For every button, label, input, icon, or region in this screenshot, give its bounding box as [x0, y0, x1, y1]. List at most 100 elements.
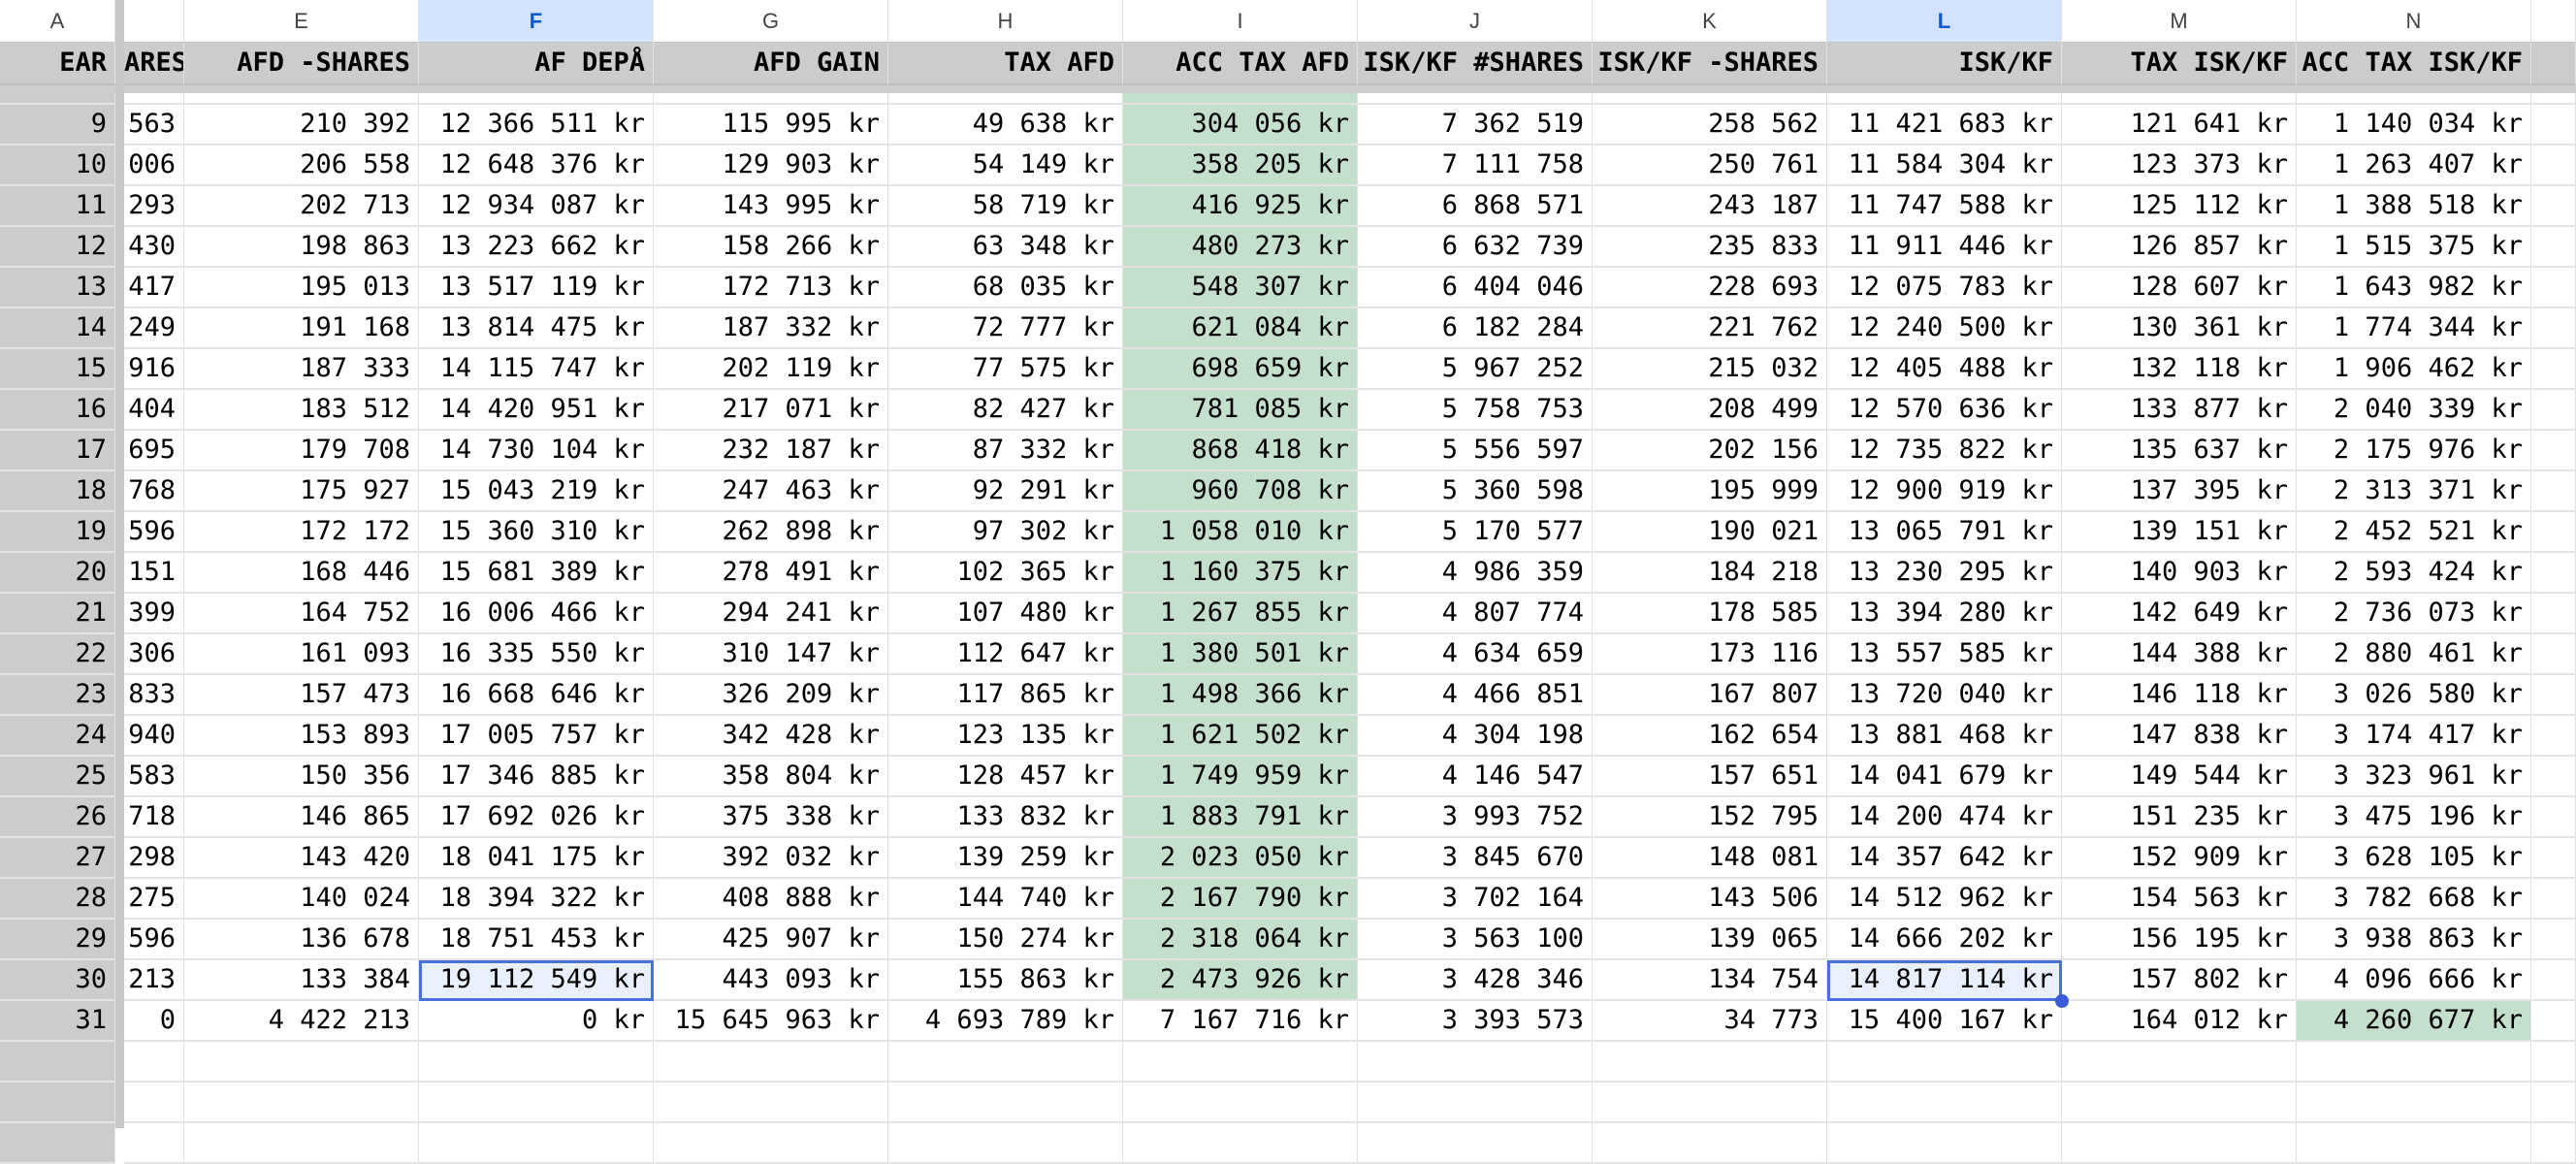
cell-d21[interactable]: 399: [124, 594, 184, 634]
cell-f31[interactable]: 0 kr: [419, 1001, 654, 1042]
cell-h16[interactable]: 82 427 kr: [888, 390, 1123, 431]
cell-k9[interactable]: 258 562: [1593, 105, 1827, 146]
cell-n22[interactable]: 2 880 461 kr: [2297, 634, 2531, 675]
cell-k13[interactable]: 228 693: [1593, 268, 1827, 308]
empty-cell[interactable]: [1827, 1123, 2062, 1164]
year-cell[interactable]: 15: [0, 349, 115, 390]
cell-f21[interactable]: 16 006 466 kr: [419, 594, 654, 634]
cell-h17[interactable]: 87 332 kr: [888, 431, 1123, 471]
partial-row-cell[interactable]: [2531, 93, 2576, 105]
header-cell-a[interactable]: EAR: [0, 43, 115, 85]
cell-i19[interactable]: 1 058 010 kr: [1123, 512, 1358, 553]
cell-n24[interactable]: 3 174 417 kr: [2297, 716, 2531, 757]
cell-g15[interactable]: 202 119 kr: [654, 349, 888, 390]
empty-cell[interactable]: [1123, 1083, 1358, 1123]
cell-m23[interactable]: 146 118 kr: [2062, 675, 2297, 716]
header-cell-o[interactable]: [2531, 43, 2576, 85]
cell-j28[interactable]: 3 702 164: [1358, 879, 1593, 920]
cell-i26[interactable]: 1 883 791 kr: [1123, 797, 1358, 838]
cell-f23[interactable]: 16 668 646 kr: [419, 675, 654, 716]
cell-n20[interactable]: 2 593 424 kr: [2297, 553, 2531, 594]
cell-j22[interactable]: 4 634 659: [1358, 634, 1593, 675]
cell-f20[interactable]: 15 681 389 kr: [419, 553, 654, 594]
cell-d23[interactable]: 833: [124, 675, 184, 716]
cell-k26[interactable]: 152 795: [1593, 797, 1827, 838]
cell-d31[interactable]: 0: [124, 1001, 184, 1042]
cell-k17[interactable]: 202 156: [1593, 431, 1827, 471]
cell-k31[interactable]: 34 773: [1593, 1001, 1827, 1042]
cell-g11[interactable]: 143 995 kr: [654, 186, 888, 227]
cell-f11[interactable]: 12 934 087 kr: [419, 186, 654, 227]
empty-cell[interactable]: [2297, 1083, 2531, 1123]
cell-l22[interactable]: 13 557 585 kr: [1827, 634, 2062, 675]
cell-m25[interactable]: 149 544 kr: [2062, 757, 2297, 797]
cell-l12[interactable]: 11 911 446 kr: [1827, 227, 2062, 268]
cell-m18[interactable]: 137 395 kr: [2062, 471, 2297, 512]
cell-g22[interactable]: 310 147 kr: [654, 634, 888, 675]
empty-cell[interactable]: [2297, 1042, 2531, 1083]
cell-o24[interactable]: [2531, 716, 2576, 757]
cell-k30[interactable]: 134 754: [1593, 960, 1827, 1001]
empty-cell[interactable]: [2531, 1083, 2576, 1123]
empty-cell[interactable]: [2062, 1083, 2297, 1123]
cell-o12[interactable]: [2531, 227, 2576, 268]
year-cell[interactable]: 28: [0, 879, 115, 920]
cell-k28[interactable]: 143 506: [1593, 879, 1827, 920]
cell-h29[interactable]: 150 274 kr: [888, 920, 1123, 960]
cell-m29[interactable]: 156 195 kr: [2062, 920, 2297, 960]
year-cell[interactable]: 23: [0, 675, 115, 716]
cell-n23[interactable]: 3 026 580 kr: [2297, 675, 2531, 716]
cell-j13[interactable]: 6 404 046: [1358, 268, 1593, 308]
cell-k23[interactable]: 167 807: [1593, 675, 1827, 716]
cell-d13[interactable]: 417: [124, 268, 184, 308]
cell-j23[interactable]: 4 466 851: [1358, 675, 1593, 716]
cell-e12[interactable]: 198 863: [184, 227, 419, 268]
header-cell-k[interactable]: ISK/KF -SHARES: [1593, 43, 1827, 85]
cell-n15[interactable]: 1 906 462 kr: [2297, 349, 2531, 390]
cell-m17[interactable]: 135 637 kr: [2062, 431, 2297, 471]
cell-o23[interactable]: [2531, 675, 2576, 716]
cell-g27[interactable]: 392 032 kr: [654, 838, 888, 879]
cell-n18[interactable]: 2 313 371 kr: [2297, 471, 2531, 512]
cell-i27[interactable]: 2 023 050 kr: [1123, 838, 1358, 879]
empty-cell[interactable]: [0, 1042, 115, 1083]
year-cell[interactable]: 30: [0, 960, 115, 1001]
empty-cell[interactable]: [654, 1083, 888, 1123]
cell-m22[interactable]: 144 388 kr: [2062, 634, 2297, 675]
cell-e15[interactable]: 187 333: [184, 349, 419, 390]
cell-l28[interactable]: 14 512 962 kr: [1827, 879, 2062, 920]
cell-m30[interactable]: 157 802 kr: [2062, 960, 2297, 1001]
year-cell[interactable]: 10: [0, 146, 115, 186]
cell-d12[interactable]: 430: [124, 227, 184, 268]
cell-n30[interactable]: 4 096 666 kr: [2297, 960, 2531, 1001]
cell-l9[interactable]: 11 421 683 kr: [1827, 105, 2062, 146]
cell-f15[interactable]: 14 115 747 kr: [419, 349, 654, 390]
cell-g30[interactable]: 443 093 kr: [654, 960, 888, 1001]
cell-e27[interactable]: 143 420: [184, 838, 419, 879]
column-header-a[interactable]: A: [0, 0, 115, 43]
year-cell[interactable]: 19: [0, 512, 115, 553]
cell-j9[interactable]: 7 362 519: [1358, 105, 1593, 146]
cell-d26[interactable]: 718: [124, 797, 184, 838]
cell-n21[interactable]: 2 736 073 kr: [2297, 594, 2531, 634]
cell-d29[interactable]: 596: [124, 920, 184, 960]
cell-m27[interactable]: 152 909 kr: [2062, 838, 2297, 879]
cell-k20[interactable]: 184 218: [1593, 553, 1827, 594]
cell-h26[interactable]: 133 832 kr: [888, 797, 1123, 838]
cell-e13[interactable]: 195 013: [184, 268, 419, 308]
cell-i15[interactable]: 698 659 kr: [1123, 349, 1358, 390]
cell-o18[interactable]: [2531, 471, 2576, 512]
cell-j29[interactable]: 3 563 100: [1358, 920, 1593, 960]
cell-e29[interactable]: 136 678: [184, 920, 419, 960]
empty-cell[interactable]: [2531, 1042, 2576, 1083]
cell-l30[interactable]: 14 817 114 kr: [1827, 960, 2062, 1001]
cell-k25[interactable]: 157 651: [1593, 757, 1827, 797]
cell-d14[interactable]: 249: [124, 308, 184, 349]
cell-k16[interactable]: 208 499: [1593, 390, 1827, 431]
cell-f29[interactable]: 18 751 453 kr: [419, 920, 654, 960]
cell-l26[interactable]: 14 200 474 kr: [1827, 797, 2062, 838]
cell-k10[interactable]: 250 761: [1593, 146, 1827, 186]
cell-i24[interactable]: 1 621 502 kr: [1123, 716, 1358, 757]
cell-g29[interactable]: 425 907 kr: [654, 920, 888, 960]
cell-o15[interactable]: [2531, 349, 2576, 390]
